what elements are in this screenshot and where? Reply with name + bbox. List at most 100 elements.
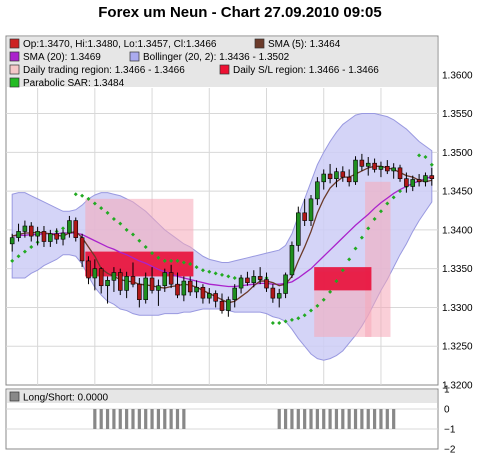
candle-body: [137, 283, 142, 300]
sar-point: [99, 206, 104, 211]
sar-point: [277, 320, 282, 325]
candle-body: [79, 237, 85, 262]
candle-body: [302, 212, 307, 221]
candle-body: [143, 277, 148, 300]
candle-body: [111, 272, 117, 281]
candle-body: [264, 279, 269, 289]
long-short-bar: [150, 409, 154, 429]
sar-point: [181, 260, 186, 265]
legend-swatch: [9, 77, 20, 88]
candle-body: [162, 272, 168, 287]
long-short-bar: [99, 409, 103, 429]
long-short-bar: [283, 409, 288, 429]
legend-label: SMA (5): 1.3464: [268, 39, 341, 50]
sar-point: [347, 257, 352, 262]
lower-legend-box: [7, 390, 437, 403]
legend-label: Bollinger (20, 2): 1.3436 - 1.3502: [143, 52, 290, 63]
sar-point: [124, 227, 129, 232]
y-tick-label: 1.3600: [442, 70, 473, 81]
candle-body: [321, 173, 327, 183]
sar-point: [372, 217, 377, 222]
candle-body: [378, 165, 384, 170]
candle-body: [429, 175, 435, 180]
long-short-bar: [118, 409, 122, 429]
sar-point: [226, 274, 231, 279]
candle-body: [28, 225, 34, 237]
candle-body: [181, 280, 187, 296]
candle-body: [22, 225, 28, 232]
candle-body: [270, 287, 276, 299]
long-short-bar: [112, 409, 116, 429]
candle-body: [353, 159, 358, 183]
long-short-bar: [309, 409, 313, 429]
legend-box: [7, 37, 437, 87]
lower-y-tick-label: −2: [444, 445, 456, 456]
long-short-bar: [144, 409, 148, 429]
candle-body: [213, 293, 218, 302]
sar-point: [429, 162, 434, 167]
long-short-bar: [175, 409, 180, 429]
long-short-bar: [372, 409, 377, 429]
candle-body: [92, 268, 98, 279]
sar-point: [391, 195, 396, 200]
lower-y-tick-label: 1: [444, 385, 450, 396]
long-short-bar: [366, 409, 370, 429]
sar-point: [200, 268, 205, 273]
sar-point: [385, 201, 390, 206]
long-short-bar: [105, 409, 110, 429]
candle-body: [175, 283, 180, 296]
lower-legend-swatch: [9, 391, 20, 402]
candle-body: [73, 220, 79, 238]
long-short-bar: [379, 409, 383, 429]
sar-point: [398, 189, 403, 194]
candle-body: [416, 179, 422, 183]
candle-body: [219, 300, 225, 311]
candle-body: [130, 276, 136, 285]
sar-point: [175, 258, 180, 263]
candle-body: [98, 268, 104, 287]
candle-body: [60, 232, 66, 240]
long-short-bar: [353, 409, 358, 429]
long-short-bar: [334, 409, 339, 429]
y-tick-label: 1.3200: [442, 381, 473, 392]
candle-body: [238, 277, 244, 289]
sar-point: [92, 201, 97, 206]
candle-body: [404, 178, 409, 187]
long-short-bar: [328, 409, 332, 429]
candle-body: [251, 276, 257, 283]
y-tick-label: 1.3250: [442, 342, 473, 353]
y-tick-label: 1.3550: [442, 109, 473, 120]
candle-body: [41, 231, 47, 242]
y-tick-label: 1.3350: [442, 264, 473, 275]
long-short-bar: [290, 409, 294, 429]
candle-body: [86, 260, 91, 279]
candle-body: [54, 233, 59, 240]
candle-body: [391, 167, 396, 172]
candle-body: [289, 245, 295, 276]
sar-point: [417, 153, 422, 158]
sar-point: [321, 297, 326, 302]
sar-point: [86, 196, 91, 201]
sar-point: [73, 192, 78, 197]
daily-trading-region: [365, 181, 391, 337]
sar-point: [359, 235, 364, 240]
legend-swatch: [129, 51, 140, 62]
long-short-bar: [347, 409, 351, 429]
candle-body: [276, 293, 282, 299]
long-short-bar: [163, 409, 167, 429]
sar-point: [315, 303, 320, 308]
sar-point: [162, 258, 167, 263]
long-short-bar: [131, 409, 135, 429]
sar-point: [156, 255, 161, 260]
sar-point: [61, 226, 66, 231]
sar-point: [220, 272, 224, 277]
y-tick-label: 1.3450: [442, 187, 473, 198]
candle-body: [9, 237, 15, 245]
sar-point: [194, 265, 199, 270]
candle-body: [194, 286, 199, 293]
sar-point: [111, 217, 116, 222]
candle-body: [365, 162, 371, 167]
lower-y-tick-label: −1: [444, 425, 456, 436]
legend-label: Parabolic SAR: 1.3484: [23, 78, 125, 89]
